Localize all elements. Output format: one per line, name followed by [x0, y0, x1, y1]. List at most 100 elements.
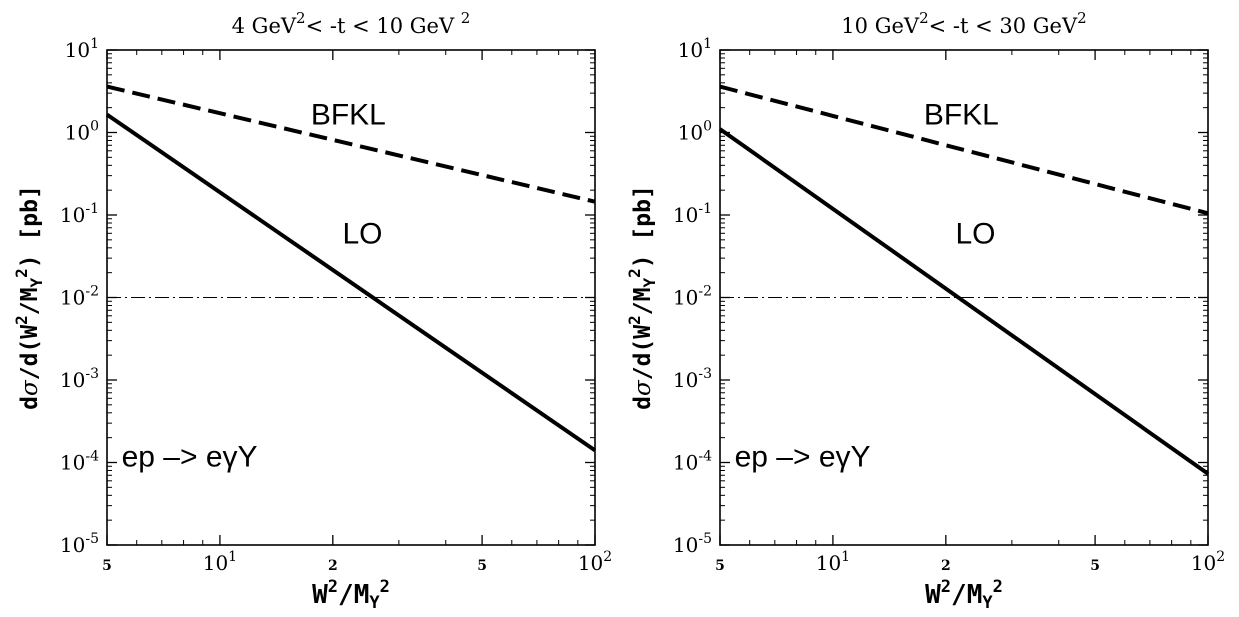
x-tick-label: 5 [102, 558, 112, 574]
chart-title: 4 GeV2< -t < 10 GeV 2 [232, 9, 471, 38]
y-axis-label: dσ/d(W2/MY2) [pb] [12, 185, 46, 410]
y-axis-label-part: ) [pb] [630, 185, 656, 268]
x-axis-label-sup: 2 [328, 577, 338, 597]
y-tick-base: 10 [673, 286, 698, 310]
y-tick-label: 10-1 [60, 201, 99, 227]
y-axis-label: dσ/d(W2/MY2) [pb] [625, 185, 659, 410]
y-tick-base: 10 [60, 451, 85, 475]
x-tick-exp: 2 [603, 549, 612, 565]
y-tick-base: 10 [60, 533, 85, 557]
x-tick-label: 5 [1090, 558, 1100, 574]
y-axis-label-part: ) [pb] [17, 185, 43, 268]
y-axis-label-part: d [17, 396, 43, 410]
annotation-process: ep –> eγY [735, 440, 871, 473]
y-axis-label-part: d [630, 396, 656, 410]
annotation-process-part: –> [768, 440, 811, 473]
x-tick-label: 5 [477, 558, 487, 574]
y-axis-label-sigma: σ [17, 379, 43, 396]
x-tick-base: 10 [816, 551, 841, 575]
x-tick-base: 2 [941, 558, 951, 574]
x-tick-base: 10 [578, 551, 603, 575]
chart-title: 10 GeV2< -t < 30 GeV2 [841, 9, 1086, 38]
y-axis-label-part: /d(W [17, 325, 43, 381]
y-tick-base: 10 [673, 203, 698, 227]
x-tick-base: 10 [203, 551, 228, 575]
x-tick-label: 2 [328, 558, 338, 574]
y-tick-exp: -2 [85, 284, 99, 300]
annotation-process: ep –> eγY [122, 440, 258, 473]
y-tick-label: 10-5 [673, 531, 712, 557]
y-tick-base: 10 [60, 368, 85, 392]
x-tick-base: 5 [715, 558, 725, 574]
y-tick-exp: 0 [90, 119, 99, 135]
annotation-process-part: –> [155, 440, 198, 473]
x-axis-label-sup: 2 [941, 577, 951, 597]
y-axis-label-part: /M [630, 288, 656, 316]
y-tick-exp: -1 [698, 201, 712, 217]
y-tick-base: 10 [678, 38, 703, 62]
x-axis-label: W2/MY2 [925, 577, 1003, 613]
y-tick-exp: -3 [698, 366, 712, 382]
y-axis-label-sup: 2 [12, 268, 31, 278]
y-tick-base: 10 [673, 451, 698, 475]
y-tick-exp: -2 [698, 284, 712, 300]
x-tick-exp: 1 [228, 549, 237, 565]
y-tick-exp: -4 [85, 449, 99, 465]
x-tick-base: 5 [102, 558, 112, 574]
annotation-process-part: eγY [198, 440, 258, 473]
x-tick-label: 101 [203, 549, 237, 575]
annotation-process-part: ep [122, 440, 155, 473]
y-tick-base: 10 [65, 38, 90, 62]
y-tick-exp: 1 [703, 36, 712, 52]
series-line-lo [718, 127, 1210, 476]
x-axis-label-sup: 2 [380, 577, 390, 597]
y-axis-label-part: /d(W [630, 325, 656, 381]
x-axis-label-sub: Y [369, 593, 380, 613]
y-tick-exp: -5 [85, 531, 99, 547]
x-tick-label: 102 [578, 549, 612, 575]
y-axis-label-part: /M [17, 288, 43, 316]
annotation-process-part: eγY [811, 440, 871, 473]
y-tick-exp: -1 [85, 201, 99, 217]
y-tick-exp: 1 [90, 36, 99, 52]
y-tick-label: 10-1 [673, 201, 712, 227]
x-tick-base: 2 [328, 558, 338, 574]
x-axis-label-part: /M [951, 580, 982, 610]
x-tick-label: 101 [816, 549, 850, 575]
y-tick-label: 10-4 [60, 449, 99, 475]
y-tick-base: 10 [65, 121, 90, 145]
title-sup: 2 [296, 9, 306, 27]
title-part: 10 GeV [841, 14, 920, 38]
y-tick-label: 10-2 [673, 284, 712, 310]
annotation-lo: LO [343, 218, 383, 251]
series-line-lo [105, 112, 597, 453]
title-sup: 2 [1077, 9, 1087, 27]
x-tick-base: 5 [1090, 558, 1100, 574]
title-part: < -t < 30 GeV [929, 14, 1078, 38]
y-tick-label: 10-5 [60, 531, 99, 557]
title-part: 4 GeV [232, 14, 297, 38]
y-tick-exp: -3 [85, 366, 99, 382]
series-line-bfkl [719, 84, 1209, 216]
y-axis-label-sup: 2 [12, 315, 31, 325]
y-tick-label: 10-3 [673, 366, 712, 392]
y-tick-label: 101 [678, 36, 712, 62]
y-tick-label: 100 [65, 119, 99, 145]
y-tick-base: 10 [60, 286, 85, 310]
title-sup: 2 [461, 9, 471, 27]
y-tick-label: 101 [65, 36, 99, 62]
series-line-bfkl [106, 84, 596, 204]
x-tick-label: 5 [715, 558, 725, 574]
y-tick-base: 10 [673, 368, 698, 392]
y-tick-label: 10-3 [60, 366, 99, 392]
y-axis-label-sup: 2 [625, 315, 644, 325]
x-axis-label-part: W [925, 580, 941, 610]
x-tick-base: 10 [1191, 551, 1216, 575]
y-tick-label: 10-4 [673, 449, 712, 475]
x-axis-label-part: W [312, 580, 328, 610]
x-tick-label: 2 [941, 558, 951, 574]
y-tick-base: 10 [678, 121, 703, 145]
